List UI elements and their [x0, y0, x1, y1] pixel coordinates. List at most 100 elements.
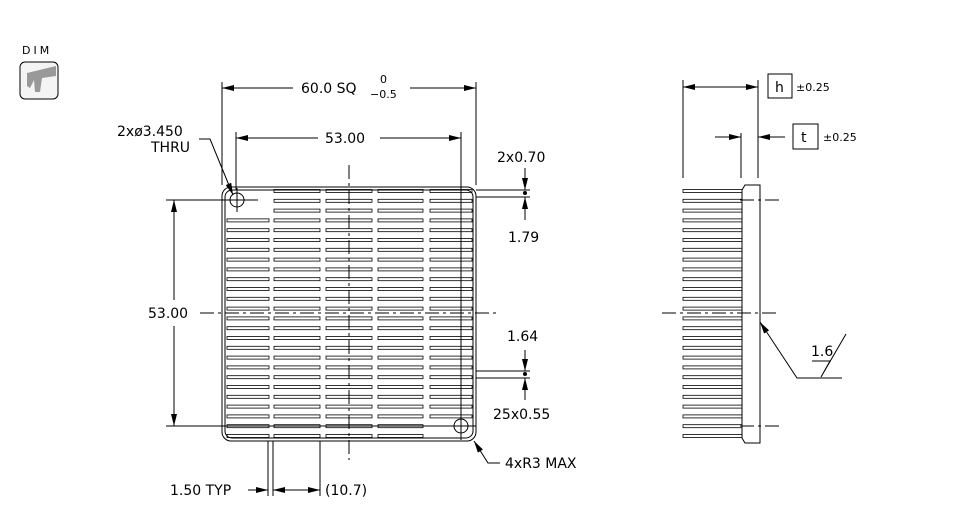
overall-tol-lower: −0.5 — [370, 88, 397, 101]
fin-slot — [377, 355, 424, 360]
side-fin — [682, 326, 743, 331]
side-fin — [682, 208, 743, 213]
thickness-box — [792, 123, 819, 150]
fin-slot — [429, 228, 473, 233]
fin-slot — [273, 228, 321, 233]
dim-tool-button[interactable]: DIM — [19, 44, 59, 100]
fin-slot — [429, 336, 473, 340]
fin-slot — [377, 277, 424, 282]
surface-finish-symbol: 1.6 — [759, 321, 847, 379]
fin-slot — [226, 365, 270, 370]
fin-slot — [377, 238, 424, 242]
fin-slot — [226, 306, 270, 311]
side-fin — [682, 257, 743, 262]
side-fin — [682, 267, 743, 272]
overall-size-text: 60.0 SQ — [301, 81, 357, 97]
fin-slot — [377, 296, 424, 301]
fin-slot — [273, 404, 321, 409]
fin-slot — [377, 375, 424, 380]
fin-slot — [377, 316, 424, 321]
fin-slot — [226, 345, 270, 350]
fin-slot — [226, 404, 270, 409]
fin-slot — [273, 316, 321, 321]
side-fin — [682, 434, 743, 438]
fin-slot — [429, 218, 473, 223]
dim-label: DIM — [22, 44, 52, 57]
fin-slot — [226, 414, 270, 419]
fin-slot — [377, 365, 424, 370]
fin-slot — [429, 247, 473, 252]
fin-slot — [429, 198, 473, 203]
segment-length-text: (10.7) — [325, 483, 367, 499]
fin-slot — [325, 404, 373, 409]
side-fin — [682, 365, 743, 370]
dim-fin-pitch: 1.64 25x0.55 — [476, 329, 550, 423]
fin-slot — [429, 316, 473, 321]
thickness-label: t — [801, 130, 807, 146]
fin-slot — [377, 189, 424, 193]
fin-slot — [273, 218, 321, 223]
side-fin — [682, 404, 743, 409]
side-fin — [682, 296, 743, 301]
fin-slot — [273, 189, 321, 193]
fin-slot — [273, 247, 321, 252]
fin-slot — [273, 336, 321, 340]
fin-slot — [226, 316, 270, 321]
fin-slot — [226, 326, 270, 331]
height-tol: ±0.25 — [796, 81, 830, 94]
fin-slot — [377, 287, 424, 291]
fin-thickness-text: 25x0.55 — [493, 407, 550, 423]
fin-slot — [429, 385, 473, 389]
fin-slots — [226, 189, 473, 438]
side-fin — [682, 336, 743, 340]
height-box — [767, 73, 793, 99]
dim-hole-spacing-horizontal: 53.00 — [235, 131, 462, 440]
side-fin — [682, 218, 743, 223]
fin-slot — [226, 247, 270, 252]
fin-slot — [429, 257, 473, 262]
side-fin — [682, 189, 743, 193]
fin-slot — [325, 228, 373, 233]
dim-slot-gap: 1.50 TYP (10.7) — [170, 441, 367, 499]
side-fin — [682, 414, 743, 419]
side-fin — [682, 355, 743, 360]
fin-slot — [273, 414, 321, 419]
fin-slot — [377, 267, 424, 272]
hole-callout: 2xø3.450 THRU — [117, 124, 234, 196]
hole-note-line1: 2xø3.450 — [117, 124, 183, 140]
side-fin — [682, 375, 743, 380]
fin-slot — [429, 355, 473, 360]
fin-slot — [325, 336, 373, 340]
fin-slot — [226, 257, 270, 262]
fin-slot — [273, 326, 321, 331]
side-fin — [682, 306, 743, 311]
fin-slot — [226, 218, 270, 223]
fin-slot — [273, 365, 321, 370]
hole-spacing-v-text: 53.00 — [148, 306, 188, 322]
fin-slot — [273, 296, 321, 301]
fin-slot — [226, 375, 270, 380]
side-fin — [682, 394, 743, 399]
fin-slot — [226, 434, 270, 438]
fin-slot — [273, 355, 321, 360]
side-fin — [682, 277, 743, 282]
fin-slot — [273, 434, 321, 438]
fin-slot — [377, 434, 424, 438]
fin-slot — [273, 287, 321, 291]
fin-slot — [429, 326, 473, 331]
fin-slot — [377, 414, 424, 419]
side-view — [662, 184, 780, 444]
dim-overall-size: 60.0 SQ 0 −0.5 — [221, 73, 477, 185]
fin-slot — [377, 394, 424, 399]
fin-slot — [429, 365, 473, 370]
hole-note-line2: THRU — [150, 140, 190, 156]
hole-spacing-h-text: 53.00 — [325, 131, 365, 147]
fin-slot — [273, 238, 321, 242]
fin-slot — [377, 247, 424, 252]
fin-slot — [429, 375, 473, 380]
fin-slot — [273, 345, 321, 350]
fin-slot — [226, 385, 270, 389]
fin-slot — [429, 238, 473, 242]
fin-slot — [377, 385, 424, 389]
